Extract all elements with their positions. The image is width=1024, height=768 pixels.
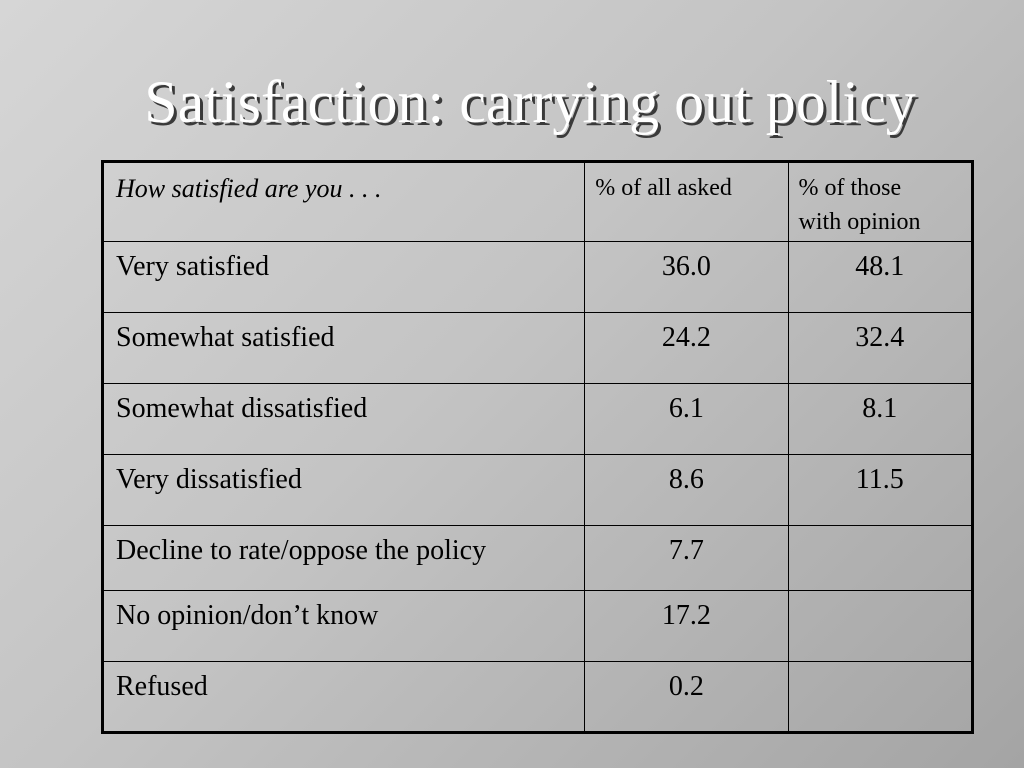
header-with-opinion-line1: % of those	[798, 175, 902, 201]
row-with-opinion	[787, 590, 974, 662]
row-with-opinion: 8.1	[787, 383, 974, 455]
row-with-opinion	[787, 525, 974, 591]
row-all-asked: 36.0	[584, 241, 789, 313]
row-label: Very satisfied	[101, 241, 586, 313]
row-label: Refused	[101, 661, 586, 733]
row-all-asked: 0.2	[584, 661, 789, 733]
slide-title: Satisfaction: carrying out policy	[144, 69, 916, 135]
table-row: Refused 0.2	[101, 661, 974, 733]
row-label: Somewhat dissatisfied	[101, 383, 586, 455]
row-with-opinion: 11.5	[787, 454, 974, 526]
header-question: How satisfied are you . . .	[101, 161, 586, 242]
row-with-opinion: 48.1	[787, 241, 974, 313]
row-label: Decline to rate/oppose the policy	[101, 525, 586, 591]
table-row: Decline to rate/oppose the policy 7.7	[101, 525, 974, 591]
row-label: No opinion/don’t know	[101, 590, 586, 662]
table-row: Very satisfied 36.0 48.1	[101, 241, 974, 313]
header-all-asked: % of all asked	[584, 161, 789, 242]
row-all-asked: 8.6	[584, 454, 789, 526]
header-with-opinion: % of those with opinion	[787, 161, 974, 242]
satisfaction-table: How satisfied are you . . . % of all ask…	[101, 160, 974, 734]
table-row: Somewhat satisfied 24.2 32.4	[101, 312, 974, 384]
row-all-asked: 6.1	[584, 383, 789, 455]
row-label: Very dissatisfied	[101, 454, 586, 526]
row-label: Somewhat satisfied	[101, 312, 586, 384]
row-all-asked: 17.2	[584, 590, 789, 662]
row-all-asked: 7.7	[584, 525, 789, 591]
row-all-asked: 24.2	[584, 312, 789, 384]
row-with-opinion	[787, 661, 974, 733]
header-with-opinion-line2: with opinion	[798, 209, 921, 235]
table-row: Very dissatisfied 8.6 11.5	[101, 454, 974, 526]
table-row: No opinion/don’t know 17.2	[101, 590, 974, 662]
row-with-opinion: 32.4	[787, 312, 974, 384]
table-row: Somewhat dissatisfied 6.1 8.1	[101, 383, 974, 455]
table-header-row: How satisfied are you . . . % of all ask…	[101, 161, 974, 242]
